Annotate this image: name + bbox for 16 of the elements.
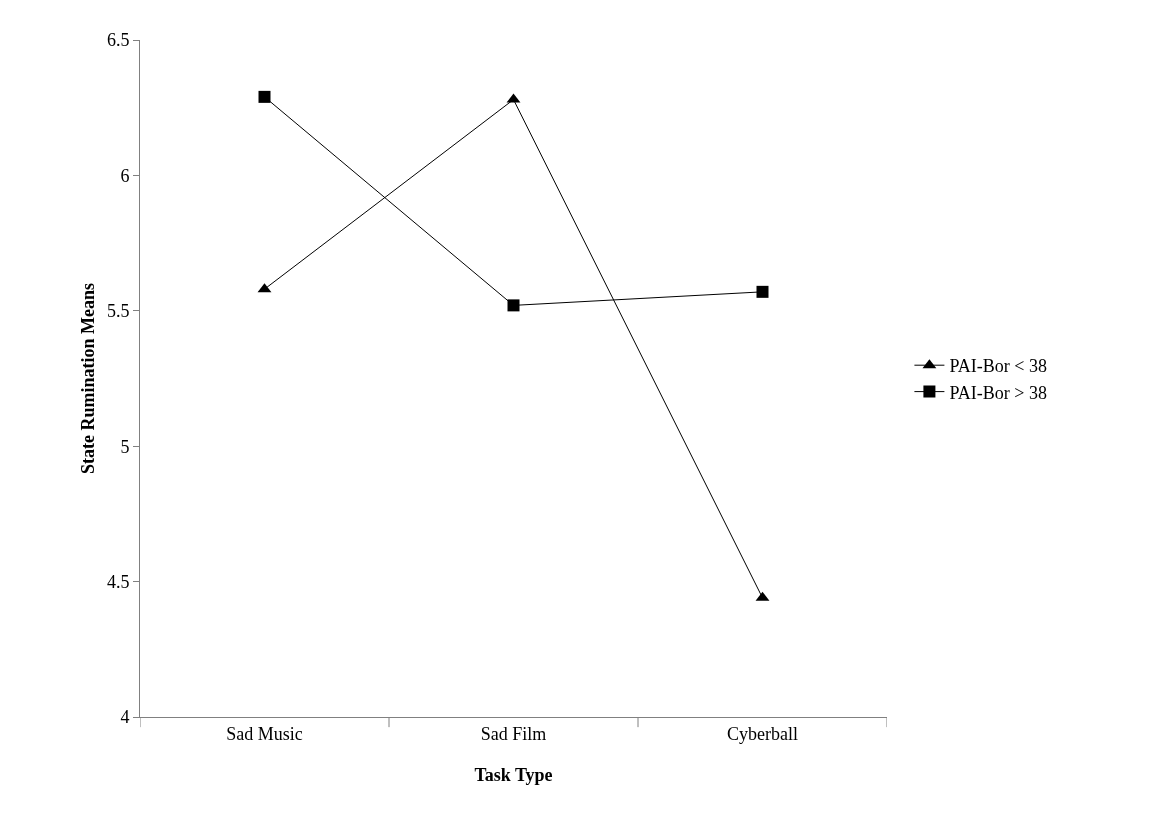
point bbox=[258, 90, 271, 103]
point bbox=[756, 285, 769, 298]
x-tick-label: Cyberball bbox=[727, 723, 798, 744]
legend-label: PAI-Bor > 38 bbox=[949, 382, 1047, 403]
legend-label: PAI-Bor < 38 bbox=[949, 356, 1047, 377]
point bbox=[507, 299, 520, 312]
x-tick-label: Sad Music bbox=[226, 723, 303, 744]
y-tick-label: 6.5 bbox=[106, 30, 130, 51]
y-tick-label: 6 bbox=[120, 165, 130, 186]
x-axis-title: Task Type bbox=[474, 765, 553, 785]
x-tick-label: Sad Film bbox=[480, 723, 547, 744]
y-tick-label: 5 bbox=[120, 436, 130, 457]
y-axis-title: State Rumination Means bbox=[78, 282, 98, 475]
y-tick-label: 4.5 bbox=[106, 571, 130, 592]
y-tick-label: 4 bbox=[120, 707, 130, 728]
y-tick-label: 5.5 bbox=[106, 301, 130, 322]
